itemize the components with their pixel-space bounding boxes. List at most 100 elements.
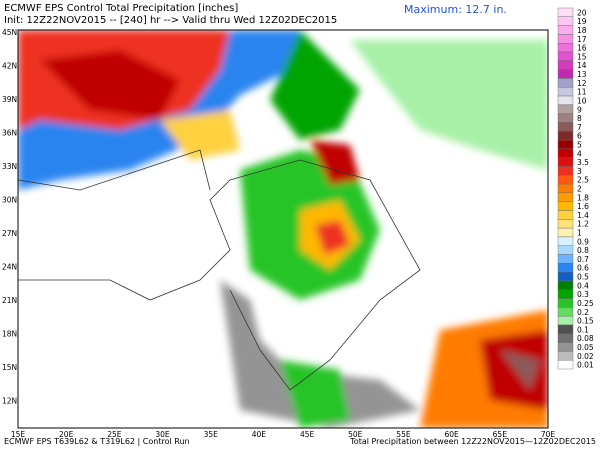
legend-label: 20 bbox=[577, 8, 587, 17]
legend-swatch bbox=[557, 263, 574, 273]
legend-label: 9 bbox=[577, 105, 582, 114]
legend-label: 0.6 bbox=[577, 264, 589, 273]
legend-label: 0.4 bbox=[577, 281, 589, 290]
legend-label: 15 bbox=[577, 52, 587, 61]
legend-label: 0.2 bbox=[577, 308, 589, 317]
legend-swatch bbox=[557, 183, 574, 194]
lat-label: 39N bbox=[2, 95, 17, 104]
legend-label: 18 bbox=[577, 26, 587, 35]
legend-swatch bbox=[557, 298, 574, 308]
legend-label: 12 bbox=[577, 79, 587, 88]
legend-swatch bbox=[557, 78, 574, 88]
legend-swatch bbox=[557, 307, 574, 317]
legend-swatch bbox=[557, 175, 574, 185]
legend-swatch bbox=[557, 245, 574, 255]
legend-swatch bbox=[557, 359, 574, 370]
legend-swatch bbox=[557, 192, 574, 202]
legend-label: 0.8 bbox=[577, 246, 589, 255]
legend-swatch bbox=[557, 51, 574, 62]
legend-swatch bbox=[557, 236, 574, 246]
legend-swatch bbox=[557, 104, 574, 114]
legend-label: 7 bbox=[577, 123, 582, 132]
legend-swatch bbox=[557, 157, 574, 167]
legend-swatch bbox=[557, 166, 574, 176]
legend-label: 0.15 bbox=[577, 317, 594, 326]
legend-label: 10 bbox=[577, 96, 587, 105]
legend-swatch bbox=[557, 16, 574, 26]
legend-label: 1.2 bbox=[577, 220, 589, 229]
legend-swatch bbox=[557, 227, 574, 238]
legend-swatch bbox=[557, 139, 574, 150]
footer-right: Total Precipitation between 12Z22NOV2015… bbox=[349, 437, 596, 446]
lat-label: 36N bbox=[2, 129, 17, 138]
legend-label: 0.25 bbox=[577, 299, 594, 308]
lat-label: 33N bbox=[2, 162, 17, 171]
legend-swatch bbox=[557, 43, 574, 53]
legend-label: 0.08 bbox=[577, 334, 594, 343]
lon-label: 25E bbox=[107, 430, 122, 439]
legend-swatch bbox=[557, 25, 574, 35]
footer-left: ECMWF EPS T639L62 & T319L62 | Control Ru… bbox=[4, 437, 190, 446]
legend-label: 1.6 bbox=[577, 202, 589, 211]
legend-swatch bbox=[557, 351, 574, 361]
legend-swatch bbox=[557, 324, 574, 334]
legend-label: 17 bbox=[577, 35, 587, 44]
init-line: Init: 12Z22NOV2015 -- [240] hr --> Valid… bbox=[4, 15, 337, 26]
legend-label: 0.3 bbox=[577, 290, 589, 299]
legend-swatch bbox=[557, 113, 574, 123]
legend-label: 2.5 bbox=[577, 176, 589, 185]
lon-label: 55E bbox=[396, 430, 411, 439]
legend-label: 6 bbox=[577, 132, 582, 141]
legend-label: 0.02 bbox=[577, 352, 594, 361]
legend-swatch bbox=[557, 7, 574, 18]
legend-swatch bbox=[557, 289, 574, 299]
legend-label: 4 bbox=[577, 149, 582, 158]
legend-label: 11 bbox=[577, 88, 587, 97]
legend-label: 13 bbox=[577, 70, 587, 79]
legend-label: 19 bbox=[577, 17, 587, 26]
legend-swatch bbox=[557, 60, 574, 70]
legend-label: 3.5 bbox=[577, 158, 589, 167]
precip-field bbox=[18, 30, 548, 428]
lon-label: 45E bbox=[300, 430, 315, 439]
lon-label: 15E bbox=[11, 430, 26, 439]
lat-label: 30N bbox=[2, 196, 17, 205]
lat-label: 24N bbox=[2, 263, 17, 272]
legend-label: 8 bbox=[577, 114, 582, 123]
legend-label: 2 bbox=[577, 185, 582, 194]
lat-label: 12N bbox=[2, 397, 17, 406]
lon-label: 50E bbox=[348, 430, 363, 439]
lon-label: 60E bbox=[444, 430, 459, 439]
legend-label: 16 bbox=[577, 44, 587, 53]
title: ECMWF EPS Control Total Precipitation [i… bbox=[4, 3, 238, 14]
lon-label: 40E bbox=[252, 430, 267, 439]
lat-label: 15N bbox=[2, 363, 17, 372]
lon-label: 30E bbox=[155, 430, 170, 439]
legend-label: 0.9 bbox=[577, 237, 589, 246]
legend-label: 1.4 bbox=[577, 211, 589, 220]
legend-swatch bbox=[557, 34, 574, 44]
lon-label: 35E bbox=[204, 430, 219, 439]
legend-swatch bbox=[557, 201, 574, 211]
legend-swatch bbox=[557, 280, 574, 290]
legend-label: 5 bbox=[577, 140, 582, 149]
legend-swatch bbox=[557, 131, 574, 141]
legend-label: 0.7 bbox=[577, 255, 589, 264]
legend-swatch bbox=[557, 315, 574, 326]
legend-label: 1.8 bbox=[577, 193, 589, 202]
legend-swatch bbox=[557, 333, 574, 343]
lat-label: 18N bbox=[2, 330, 17, 339]
legend-label: 0.1 bbox=[577, 325, 589, 334]
legend-swatch bbox=[557, 122, 574, 132]
legend-label: 1 bbox=[577, 229, 582, 238]
legend-swatch bbox=[557, 87, 574, 97]
lon-label: 70E bbox=[541, 430, 556, 439]
lon-label: 65E bbox=[493, 430, 508, 439]
legend-label: 3 bbox=[577, 167, 582, 176]
legend-swatch bbox=[557, 69, 574, 79]
legend-swatch bbox=[557, 254, 574, 264]
legend-swatch bbox=[557, 219, 574, 229]
legend-swatch bbox=[557, 95, 574, 106]
lat-label: 45N bbox=[2, 28, 17, 37]
